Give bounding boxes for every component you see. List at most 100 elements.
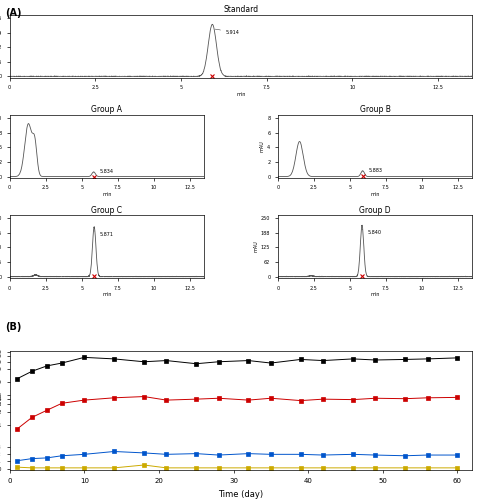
Group C [59,400,65,406]
Line: Group C: Group C [15,394,459,431]
Group D [320,358,326,364]
Group D [44,363,50,369]
Text: 5.840: 5.840 [362,230,382,235]
Group D [373,357,378,363]
Group B [455,452,460,458]
X-axis label: Time (day): Time (day) [218,490,264,499]
Group D [111,356,117,362]
Text: 5.914: 5.914 [215,29,240,35]
Line: Group B: Group B [15,450,459,463]
Text: (A): (A) [5,8,21,18]
Group B [44,455,50,461]
Group A [320,465,326,471]
Group D [268,360,274,366]
X-axis label: min: min [236,92,246,96]
Group C [455,394,460,400]
Group C [425,395,430,401]
Group B [29,456,35,462]
Group C [216,395,222,401]
Title: Group D: Group D [360,206,391,214]
Group C [320,396,326,402]
Title: Standard: Standard [224,5,258,14]
Group B [59,453,65,459]
Group D [402,356,408,362]
Text: 5.834: 5.834 [94,168,113,173]
Group B [320,452,326,458]
Group A [298,465,304,471]
Group C [81,397,87,403]
Group C [245,397,251,403]
Line: Group A: Group A [15,463,459,470]
Group D [245,358,251,364]
Group A [455,465,460,471]
Group A [14,464,20,470]
Group A [111,465,117,471]
Group C [111,395,117,401]
Group D [193,360,199,366]
Group C [14,426,20,432]
Group C [298,398,304,404]
Group A [245,465,251,471]
Group D [350,356,356,362]
Group B [268,452,274,458]
Group D [81,354,87,360]
Group A [44,465,50,471]
Group B [298,452,304,458]
Group A [163,465,169,471]
Group B [111,448,117,454]
Y-axis label: mAU: mAU [253,240,258,252]
Text: 5.883: 5.883 [362,168,382,173]
Text: (B): (B) [5,322,21,332]
Group B [350,452,356,458]
Line: Group D: Group D [15,356,459,381]
Group D [59,360,65,366]
Group B [163,452,169,458]
Group A [425,465,430,471]
X-axis label: min: min [102,292,111,297]
Group B [402,453,408,459]
Group A [216,465,222,471]
Text: 5.871: 5.871 [94,231,114,237]
Group A [350,465,356,471]
Group A [59,465,65,471]
Group C [29,414,35,420]
Group C [402,396,408,402]
Title: Group C: Group C [92,206,122,214]
Group B [425,452,430,458]
Group B [216,452,222,458]
Group A [29,465,35,471]
Group C [193,396,199,402]
Group D [455,355,460,361]
Group B [14,458,20,464]
Group D [163,358,169,364]
Group D [216,359,222,365]
Group B [193,450,199,456]
Title: Group B: Group B [360,106,390,114]
Group A [268,465,274,471]
Group D [298,356,304,362]
Group C [44,407,50,413]
X-axis label: min: min [371,192,380,197]
Group A [141,462,147,468]
X-axis label: min: min [102,192,111,197]
X-axis label: min: min [371,292,380,297]
Group C [373,395,378,401]
Group D [14,376,20,382]
Group B [373,452,378,458]
Group B [245,450,251,456]
Y-axis label: mAU: mAU [259,140,265,152]
Group A [193,465,199,471]
Group C [163,397,169,403]
Group C [350,396,356,402]
Group D [425,356,430,362]
Group A [81,465,87,471]
Group D [141,359,147,365]
Group A [373,465,378,471]
Group B [141,450,147,456]
Title: Group A: Group A [92,106,122,114]
Group C [141,394,147,400]
Group C [268,395,274,401]
Group B [81,452,87,458]
Group A [402,465,408,471]
Group D [29,368,35,374]
